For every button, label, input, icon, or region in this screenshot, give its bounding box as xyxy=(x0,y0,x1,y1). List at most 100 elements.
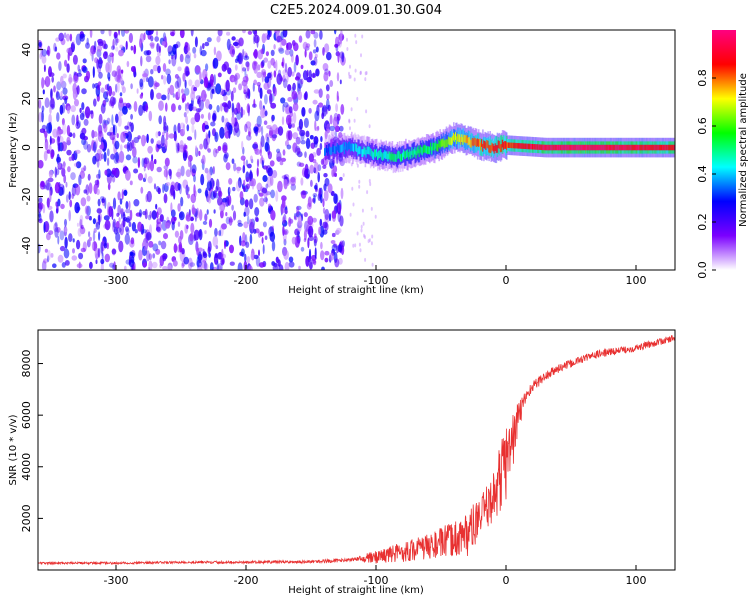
heatmap-cell xyxy=(98,71,103,79)
heatmap-cell xyxy=(323,189,329,202)
heatmap-cell xyxy=(305,30,311,39)
heatmap-cell xyxy=(69,33,73,42)
heatmap-cell xyxy=(137,221,143,232)
heatmap-cell xyxy=(125,259,132,265)
heatmap-cell xyxy=(73,71,77,76)
heatmap-cell xyxy=(61,118,65,126)
heatmap-cell xyxy=(177,122,181,134)
heatmap-cell xyxy=(473,137,476,146)
heatmap-cell xyxy=(179,30,185,39)
heatmap-cell xyxy=(38,159,44,169)
heatmap-cell xyxy=(110,153,115,160)
heatmap-cell xyxy=(169,84,175,96)
heatmap-cell xyxy=(441,139,444,148)
heatmap-cell xyxy=(352,143,354,151)
heatmap-cell xyxy=(353,144,355,152)
heatmap-cell xyxy=(311,73,317,78)
heatmap-cell xyxy=(315,46,319,53)
heatmap-cell xyxy=(317,125,320,131)
heatmap-cell xyxy=(119,92,123,97)
heatmap-cell xyxy=(288,261,295,268)
heatmap-cell xyxy=(291,71,295,77)
heatmap-cell xyxy=(364,235,366,240)
heatmap-cell xyxy=(200,173,205,186)
y-tick-label: -20 xyxy=(20,188,33,206)
x-tick-label: -100 xyxy=(364,574,389,587)
heatmap-cell xyxy=(231,106,235,118)
heatmap-cell xyxy=(445,139,448,147)
heatmap-cell xyxy=(217,72,222,78)
heatmap-cell xyxy=(296,206,300,216)
heatmap-cell xyxy=(64,260,70,266)
heatmap-cell xyxy=(268,203,272,209)
heatmap-cell xyxy=(119,103,124,108)
heatmap-cell xyxy=(43,64,46,73)
heatmap-cell xyxy=(133,136,140,144)
heatmap-cell xyxy=(292,112,297,124)
heatmap-cell xyxy=(58,61,62,71)
heatmap-cell xyxy=(252,51,258,57)
heatmap-cell xyxy=(252,82,255,92)
heatmap-cell xyxy=(276,151,282,163)
heatmap-cell xyxy=(326,98,330,110)
heatmap-cell xyxy=(184,54,191,65)
heatmap-cell xyxy=(277,126,284,136)
heatmap-cell xyxy=(247,163,252,169)
heatmap-cell xyxy=(224,239,226,250)
heatmap-cell xyxy=(184,224,188,234)
heatmap-cell xyxy=(259,149,262,157)
heatmap-cell xyxy=(150,69,154,75)
heatmap-cell xyxy=(451,135,454,144)
heatmap-cell xyxy=(189,262,195,267)
heatmap-cell xyxy=(344,141,347,150)
heatmap-cell xyxy=(179,140,184,150)
heatmap-cell xyxy=(42,89,45,95)
heatmap-cell xyxy=(334,258,340,268)
x-tick-label: -200 xyxy=(234,274,259,287)
heatmap-cell xyxy=(224,106,229,114)
heatmap-cell xyxy=(189,232,194,242)
heatmap-cell xyxy=(495,136,498,154)
heatmap-cell xyxy=(348,119,351,124)
heatmap-cell xyxy=(320,194,323,204)
heatmap-cell xyxy=(281,216,286,225)
heatmap-cell xyxy=(120,69,124,74)
heatmap-cell xyxy=(55,208,59,214)
heatmap-cell xyxy=(199,71,202,82)
heatmap-cell xyxy=(239,191,244,200)
heatmap-cell xyxy=(541,144,543,151)
heatmap-cell xyxy=(261,69,267,76)
heatmap-cell xyxy=(381,152,383,160)
heatmap-cell xyxy=(313,89,320,94)
heatmap-cell xyxy=(374,214,377,219)
heatmap-cell xyxy=(137,173,144,181)
heatmap-cell xyxy=(306,202,312,210)
heatmap-cell xyxy=(550,144,553,151)
heatmap-cell xyxy=(650,144,653,151)
y-tick-label: -40 xyxy=(20,237,33,255)
heatmap-cell xyxy=(92,230,96,242)
heatmap-cell xyxy=(439,141,441,149)
heatmap-cell xyxy=(88,231,91,238)
heatmap-cell xyxy=(655,144,658,151)
heatmap-cell xyxy=(103,123,108,133)
heatmap-cell xyxy=(322,63,329,71)
heatmap-cell xyxy=(261,237,264,244)
heatmap-cell xyxy=(468,137,471,145)
heatmap-cell xyxy=(72,248,75,254)
heatmap-cell xyxy=(379,150,381,159)
heatmap-cell xyxy=(469,139,472,147)
heatmap-cell xyxy=(304,220,309,232)
heatmap-cell xyxy=(134,229,138,234)
heatmap-cell xyxy=(93,228,97,233)
heatmap-cell xyxy=(72,238,75,243)
heatmap-cell xyxy=(243,221,249,229)
heatmap-cell xyxy=(319,30,323,40)
heatmap-cell xyxy=(100,87,105,93)
figure-title: C2E5.2024.009.01.30.G04 xyxy=(270,3,442,18)
heatmap-cell xyxy=(671,144,673,151)
heatmap-cell xyxy=(75,161,82,169)
heatmap-cell xyxy=(322,221,328,229)
heatmap-cell xyxy=(116,212,120,217)
heatmap-cell xyxy=(312,217,317,223)
